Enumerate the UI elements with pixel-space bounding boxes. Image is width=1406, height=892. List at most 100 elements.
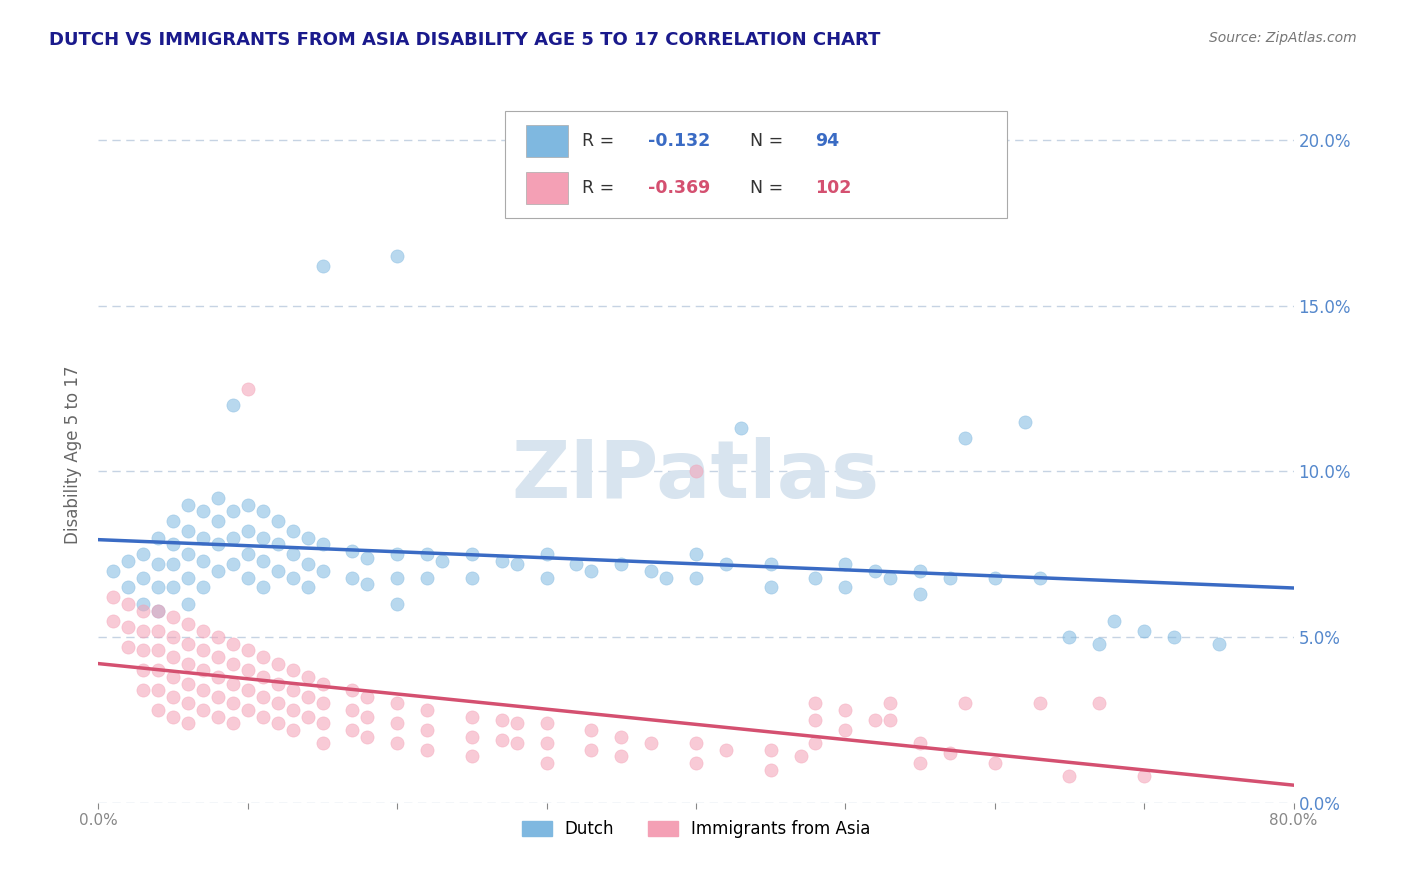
- Point: [685, 570, 707, 584]
- Point: [222, 531, 245, 545]
- Point: [252, 581, 274, 595]
- Point: [177, 498, 200, 512]
- Text: 94: 94: [815, 132, 839, 150]
- Point: [267, 716, 290, 731]
- Point: [162, 610, 184, 624]
- Point: [297, 581, 319, 595]
- Point: [536, 547, 558, 561]
- Point: [207, 709, 229, 723]
- Point: [759, 743, 782, 757]
- Point: [581, 723, 603, 737]
- Point: [804, 713, 827, 727]
- Point: [536, 736, 558, 750]
- Point: [342, 570, 364, 584]
- Point: [461, 570, 484, 584]
- Text: ZIPatlas: ZIPatlas: [512, 437, 880, 515]
- Point: [222, 637, 245, 651]
- Text: R =: R =: [582, 132, 620, 150]
- Point: [759, 581, 782, 595]
- Point: [117, 554, 139, 568]
- Text: 102: 102: [815, 179, 852, 197]
- Point: [222, 676, 245, 690]
- Point: [385, 249, 409, 263]
- Point: [342, 703, 364, 717]
- Point: [207, 690, 229, 704]
- Point: [267, 657, 290, 671]
- Point: [297, 531, 319, 545]
- Point: [177, 524, 200, 538]
- Point: [207, 537, 229, 551]
- Point: [132, 570, 155, 584]
- Point: [416, 723, 439, 737]
- Point: [685, 756, 707, 770]
- Point: [148, 683, 170, 698]
- Point: [281, 570, 304, 584]
- Point: [385, 736, 409, 750]
- Point: [103, 591, 125, 605]
- Point: [132, 547, 155, 561]
- Point: [984, 756, 1007, 770]
- Point: [461, 749, 484, 764]
- Point: [297, 709, 319, 723]
- Point: [356, 577, 378, 591]
- Point: [356, 709, 378, 723]
- Point: [297, 670, 319, 684]
- Point: [162, 514, 184, 528]
- Point: [640, 736, 662, 750]
- Point: [385, 597, 409, 611]
- Point: [297, 558, 319, 572]
- Point: [311, 537, 333, 551]
- Point: [416, 570, 439, 584]
- Point: [132, 597, 155, 611]
- Point: [148, 604, 170, 618]
- Point: [222, 558, 245, 572]
- Text: DUTCH VS IMMIGRANTS FROM ASIA DISABILITY AGE 5 TO 17 CORRELATION CHART: DUTCH VS IMMIGRANTS FROM ASIA DISABILITY…: [49, 31, 880, 49]
- Point: [177, 547, 200, 561]
- Point: [267, 697, 290, 711]
- Text: -0.369: -0.369: [648, 179, 710, 197]
- Point: [789, 749, 811, 764]
- Point: [714, 743, 737, 757]
- Point: [908, 587, 931, 601]
- Point: [222, 504, 245, 518]
- Point: [236, 703, 259, 717]
- Point: [236, 547, 259, 561]
- Point: [148, 604, 170, 618]
- Point: [1088, 637, 1111, 651]
- Point: [191, 554, 214, 568]
- Point: [177, 570, 200, 584]
- Point: [865, 713, 887, 727]
- Point: [207, 514, 229, 528]
- Point: [148, 663, 170, 677]
- Point: [1163, 630, 1185, 644]
- Point: [879, 570, 901, 584]
- Point: [191, 581, 214, 595]
- Text: R =: R =: [582, 179, 620, 197]
- Point: [804, 570, 827, 584]
- Point: [132, 643, 155, 657]
- Point: [610, 730, 633, 744]
- Point: [834, 581, 856, 595]
- Point: [236, 643, 259, 657]
- Point: [865, 564, 887, 578]
- Point: [385, 570, 409, 584]
- Text: N =: N =: [749, 179, 789, 197]
- Point: [177, 597, 200, 611]
- Point: [953, 697, 976, 711]
- Point: [252, 504, 274, 518]
- Point: [416, 547, 439, 561]
- Point: [385, 547, 409, 561]
- Point: [177, 716, 200, 731]
- Point: [685, 465, 707, 479]
- Point: [281, 524, 304, 538]
- Point: [162, 709, 184, 723]
- Point: [162, 670, 184, 684]
- Point: [236, 524, 259, 538]
- Point: [177, 637, 200, 651]
- Point: [342, 723, 364, 737]
- Point: [1028, 697, 1050, 711]
- Point: [461, 547, 484, 561]
- Point: [267, 514, 290, 528]
- Point: [506, 716, 529, 731]
- Point: [311, 676, 333, 690]
